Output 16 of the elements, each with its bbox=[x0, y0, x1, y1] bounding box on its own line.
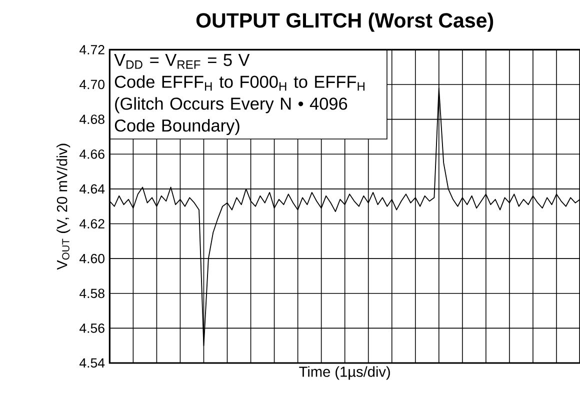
y-tick-label: 4.54 bbox=[80, 358, 105, 368]
y-tick-label: 4.70 bbox=[80, 80, 104, 89]
y-tick-label: 4.60 bbox=[80, 254, 104, 264]
y-tick-label: 4.68 bbox=[80, 114, 104, 124]
annotation: V$_{DD}$ = V$_{REF}$ = 5 V bbox=[114, 54, 250, 69]
y-tick-label: 4.56 bbox=[80, 323, 104, 333]
y-tick-label: 4.66 bbox=[80, 149, 104, 159]
chart-title: OUTPUT GLITCH (Worst Case) bbox=[196, 12, 494, 32]
annotation: (Glitch Occurs Every N • 4096 Code Boundary) bbox=[114, 96, 348, 135]
y-tick-label: 4.62 bbox=[80, 218, 104, 228]
y-tick-label: 4.72 bbox=[80, 44, 104, 54]
y-tick-label: 4.58 bbox=[80, 288, 104, 298]
x-axis-title: Time (1µs/div) bbox=[299, 366, 390, 380]
annotation: Code EFFF$_{H}$ to F000$_{H}$ to EFFF$_{H}$ bbox=[114, 75, 364, 90]
y-tick-label: 4.64 bbox=[80, 184, 105, 194]
y-axis-title: V$_{OUT}$ (V, 20 mV/div) bbox=[56, 144, 70, 270]
